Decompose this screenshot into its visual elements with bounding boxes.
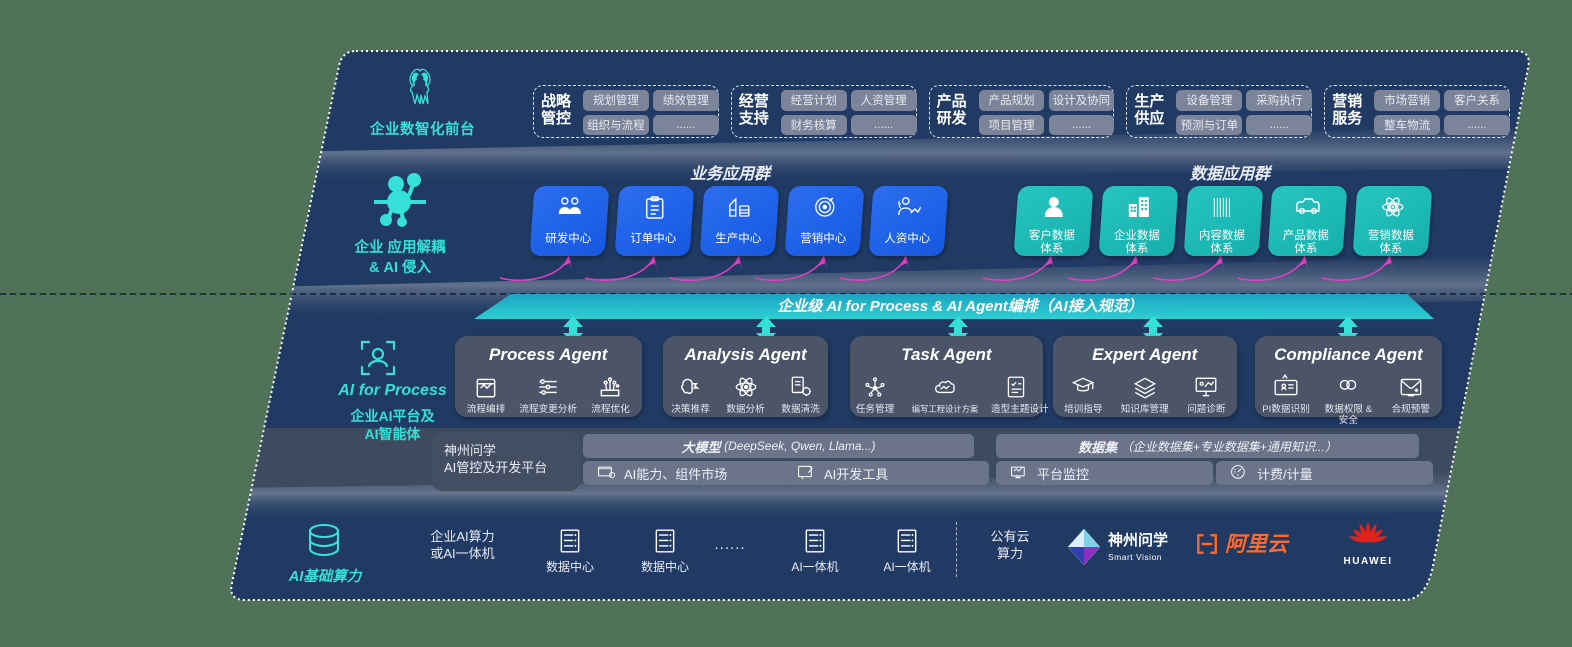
svg-text:企业级 AI for Process & AI Agent编: 企业级 AI for Process & AI Agent编排（AI接入规范） — [777, 297, 1143, 315]
